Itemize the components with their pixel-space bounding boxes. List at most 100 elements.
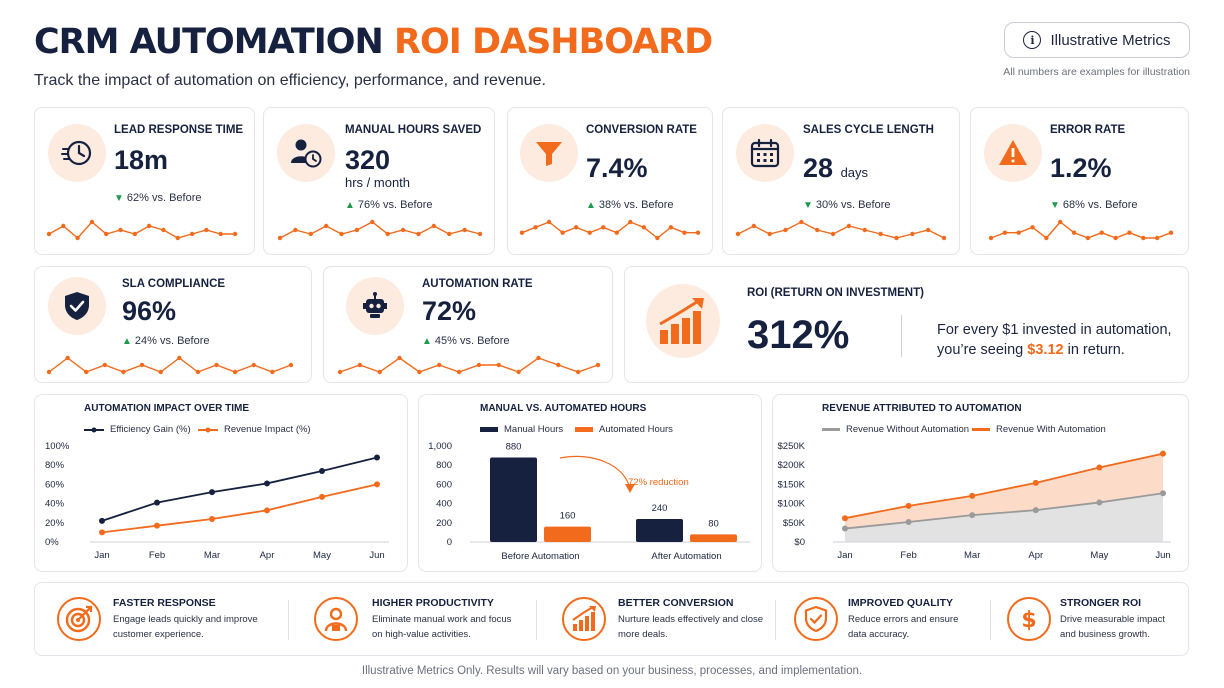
sparkline-point [416, 231, 421, 237]
data-point [1032, 507, 1039, 514]
target-icon [57, 597, 101, 641]
y-tick-label: $150K [778, 479, 806, 490]
y-tick-label: $50K [783, 518, 806, 529]
down-arrow-icon: ▼ [803, 200, 813, 211]
bar-value-label: 240 [652, 503, 668, 514]
sparkline-automation-rate [337, 355, 601, 375]
up-arrow-icon: ▲ [122, 336, 132, 347]
down-arrow-icon: ▼ [114, 193, 124, 204]
revenue-attributed-chart: $250K $200K $150K $100K $50K $0 Jan Feb Mar Apr Ma… [778, 441, 1171, 561]
sparkline-point [377, 369, 382, 375]
sparkline-point [573, 225, 579, 230]
bar-value-label: 880 [506, 442, 522, 453]
sparkline-point [308, 231, 313, 237]
x-tick-label: Apr [260, 550, 275, 561]
bar [490, 457, 537, 542]
roi-description: For every $1 invested in automation, you… [937, 322, 1172, 358]
sparkline-error-rate [988, 219, 1174, 241]
sparkline-point [204, 227, 209, 233]
sparkline-point [46, 369, 52, 375]
benefit-title-quality: IMPROVED QUALITY [848, 597, 954, 609]
sparkline-point [783, 227, 788, 233]
y-tick-label: 800 [436, 460, 452, 471]
sparkline-point [232, 369, 238, 375]
sparkline-point [735, 231, 741, 237]
x-tick-label: Jun [369, 550, 384, 561]
reduction-annotation: 72% reduction [628, 477, 689, 488]
legend-automated-hours: Automated Hours [575, 424, 673, 435]
sparkline-point [370, 219, 375, 225]
sparkline-point [476, 362, 482, 368]
benefit-desc-roi: Drive measurable impact and business gro… [1060, 614, 1166, 640]
sparkline-point [232, 231, 238, 237]
sparkline-point [385, 231, 390, 237]
data-point [319, 467, 325, 474]
sparkline-point [89, 219, 95, 225]
info-icon: i [1023, 31, 1042, 49]
sparkline-point [925, 227, 931, 233]
sparkline-point [1154, 235, 1160, 241]
sparkline-point [354, 227, 360, 233]
sparkline-sla [46, 355, 294, 375]
sparkline-line [521, 221, 698, 239]
shield-check-icon [48, 277, 106, 335]
category-label: After Automation [651, 551, 721, 562]
sparkline-point [641, 225, 647, 230]
sparkline-point [846, 223, 852, 229]
sparkline-point [139, 362, 145, 368]
benefit-divider [536, 600, 537, 640]
sparkline-point [595, 362, 601, 368]
sparkline-point [118, 227, 123, 233]
data-point [264, 480, 270, 487]
kpi-value-sla: 96% [122, 296, 177, 326]
funnel-icon [520, 124, 578, 182]
sparkline-point [1058, 219, 1063, 225]
kpi-label-error-rate: ERROR RATE [1050, 124, 1126, 136]
data-point [374, 454, 380, 461]
sparkline-point [628, 219, 633, 225]
sparkline-point [175, 235, 180, 241]
benefit-desc-productivity: Eliminate manual work and focus on high-… [372, 614, 512, 640]
sparkline-point [601, 225, 606, 230]
sparkline-point [668, 225, 674, 230]
kpi-value-sales-cycle: 28 days [803, 153, 869, 183]
x-tick-label: Feb [900, 550, 916, 561]
kpi-label-manual-hours: MANUAL HOURS SAVED [345, 124, 482, 136]
sparkline-point [161, 227, 166, 233]
sparkline-point [1044, 235, 1049, 241]
sparkline-point [84, 369, 89, 375]
reduction-arrow [559, 455, 631, 489]
sparkline-line [737, 221, 945, 239]
sparkline-point [655, 235, 660, 241]
legend-revenue-with: Revenue With Automation [972, 424, 1106, 435]
sparkline-point [146, 223, 152, 229]
chart-title-automation-impact: AUTOMATION IMPACT OVER TIME [84, 403, 249, 414]
kpi-delta-sla: ▲ 24% vs. Before [122, 335, 210, 347]
clock-icon [48, 124, 106, 182]
bar [690, 534, 737, 542]
sparkline-point [339, 231, 344, 237]
data-point [1032, 479, 1039, 486]
y-tick-label: 0 [447, 537, 452, 548]
sparkline-point [536, 355, 541, 361]
sparkline-point [177, 355, 182, 361]
benefit-title-conversion: BETTER CONVERSION [618, 597, 734, 609]
sparkline-point [437, 362, 442, 368]
person-icon [314, 597, 358, 641]
data-point [969, 492, 976, 499]
data-point [905, 502, 912, 509]
sparkline-point [878, 231, 883, 237]
sparkline-point [556, 362, 561, 368]
sparkline-point [496, 362, 501, 368]
y-tick-label: 1,000 [428, 441, 452, 452]
sparkline-point [75, 235, 80, 241]
sparkline-line [48, 221, 235, 239]
sparkline-point [614, 230, 619, 235]
sparkline-point [277, 235, 283, 241]
illustrative-metrics-button[interactable]: i Illustrative Metrics [1004, 22, 1190, 58]
sparkline-point [158, 369, 163, 375]
illustrative-metrics-label: Illustrative Metrics [1050, 31, 1171, 49]
automation-impact-chart: 100% 80% 60% 40% 20% 0% Jan Feb Mar Apr May Jun [45, 441, 389, 561]
sparkline-line [339, 357, 599, 373]
benefit-desc-conversion: Nurture leads effectively and close more… [618, 614, 764, 640]
